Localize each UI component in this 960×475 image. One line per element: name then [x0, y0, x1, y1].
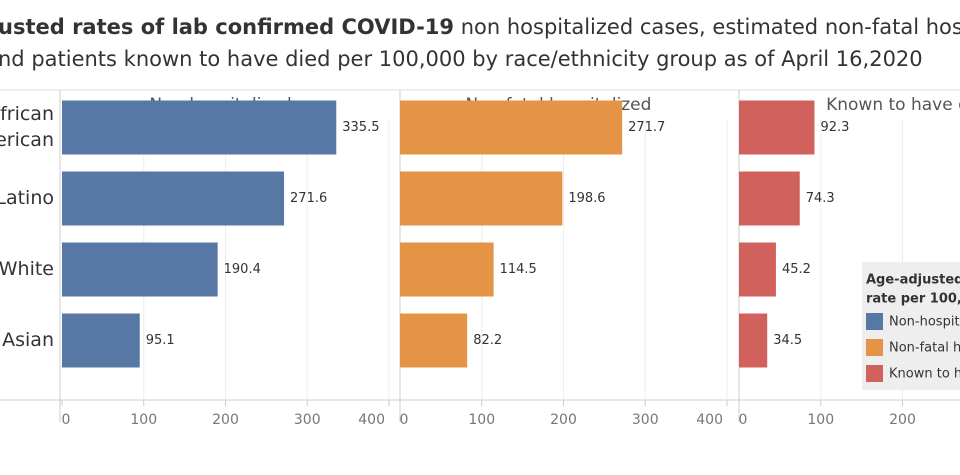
title-bold: usted rates of lab confirmed COVID-19 — [0, 15, 454, 39]
panel-header: Known to have d — [826, 95, 960, 115]
bar — [62, 313, 140, 368]
value-label: 114.5 — [500, 262, 537, 277]
value-label: 271.6 — [290, 191, 327, 206]
category-label: White — [0, 258, 54, 280]
x-tick-label: 100 — [807, 412, 834, 428]
bar — [739, 100, 815, 155]
bar — [62, 242, 218, 297]
value-label: 45.2 — [782, 262, 811, 277]
x-tick-label: 400 — [696, 412, 723, 428]
bar — [400, 171, 563, 226]
category-label: Asian — [2, 329, 54, 351]
legend-title: rate per 100,00 — [866, 292, 960, 307]
bar — [739, 242, 776, 297]
x-tick-label: 0 — [400, 412, 409, 428]
bar — [739, 313, 768, 368]
bar — [400, 242, 494, 297]
legend-swatch — [866, 339, 883, 356]
x-tick-label: 200 — [550, 412, 577, 428]
value-label: 335.5 — [342, 120, 379, 135]
x-tick-label: 200 — [889, 412, 916, 428]
value-label: 190.4 — [224, 262, 261, 277]
value-label: 198.6 — [568, 191, 605, 206]
legend-title: Age-adjusted c — [866, 273, 960, 288]
category-label: erican — [0, 129, 54, 151]
x-tick-label: 400 — [358, 412, 385, 428]
x-tick-label: 300 — [632, 412, 659, 428]
bar — [739, 171, 800, 226]
category-label: Latino — [0, 187, 54, 209]
value-label: 74.3 — [806, 191, 835, 206]
value-label: 92.3 — [820, 120, 849, 135]
legend-swatch — [866, 365, 883, 382]
bar — [62, 171, 285, 226]
value-label: 271.7 — [628, 120, 665, 135]
legend-label: Known to h — [889, 367, 960, 382]
value-label: 82.2 — [473, 333, 502, 348]
bar — [400, 100, 623, 155]
category-label: frican — [0, 103, 54, 125]
x-tick-label: 100 — [130, 412, 157, 428]
legend-swatch — [866, 313, 883, 330]
value-label: 34.5 — [773, 333, 802, 348]
legend-label: Non-hospit — [889, 315, 960, 330]
x-tick-label: 0 — [62, 412, 71, 428]
x-tick-label: 100 — [468, 412, 495, 428]
chart-subtitle: nd patients known to have died per 100,0… — [0, 47, 923, 71]
bar — [400, 313, 468, 368]
x-tick-label: 200 — [212, 412, 239, 428]
x-tick-label: 300 — [294, 412, 321, 428]
legend-label: Non-fatal h — [889, 341, 960, 356]
title-rest: non hospitalized cases, estimated non-fa… — [454, 15, 960, 39]
x-tick-label: 0 — [739, 412, 748, 428]
value-label: 95.1 — [146, 333, 175, 348]
chart-title: usted rates of lab confirmed COVID-19 no… — [0, 15, 960, 39]
bar — [62, 100, 337, 155]
